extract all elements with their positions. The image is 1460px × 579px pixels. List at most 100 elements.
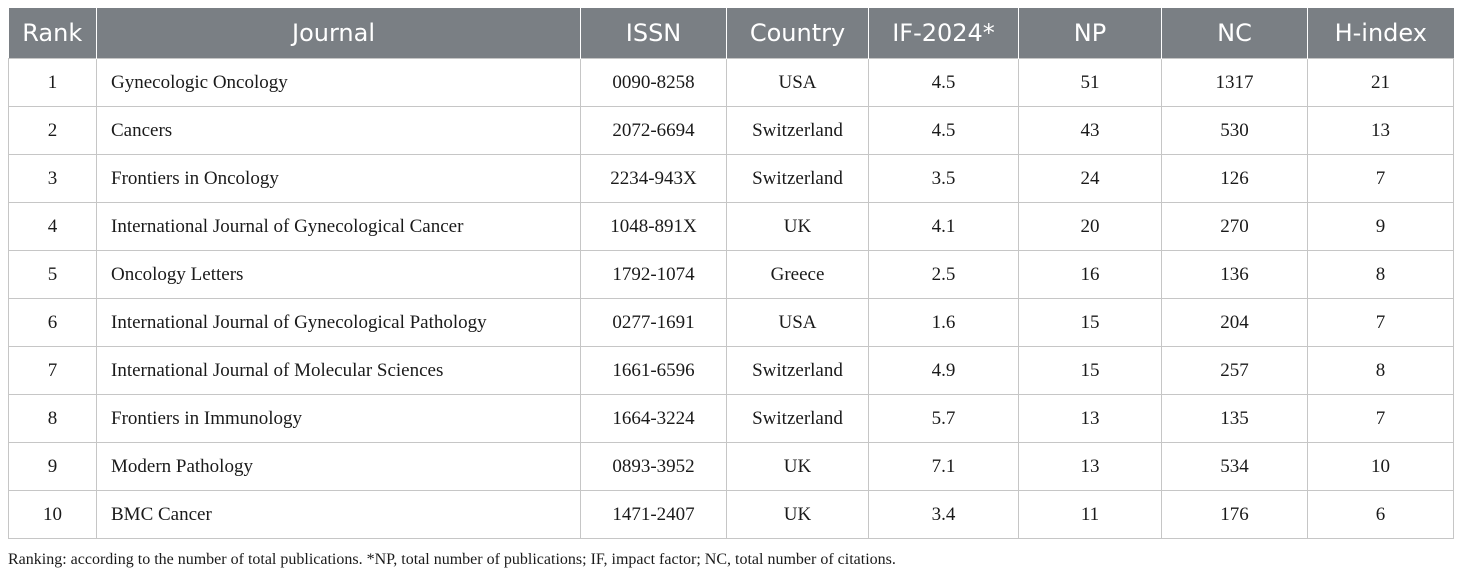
cell-h-index: 13 [1307,106,1454,155]
cell-np: 51 [1018,58,1162,107]
cell-issn: 0277-1691 [580,298,727,347]
cell-h-index: 21 [1307,58,1454,107]
header-nc: NC [1161,8,1308,59]
cell-np: 13 [1018,394,1162,443]
journal-table-container: Rank Journal ISSN Country IF-2024* NP NC… [8,8,1454,539]
cell-if: 2.5 [868,250,1019,299]
cell-journal: Gynecologic Oncology [96,58,581,107]
table-row: 9 Modern Pathology 0893-3952 UK 7.1 13 5… [8,442,1454,491]
cell-journal: Frontiers in Immunology [96,394,581,443]
table-footnote: Ranking: according to the number of tota… [8,551,896,568]
cell-nc: 257 [1161,346,1308,395]
cell-country: Switzerland [726,346,869,395]
cell-if: 4.9 [868,346,1019,395]
cell-nc: 135 [1161,394,1308,443]
cell-h-index: 8 [1307,250,1454,299]
table-row: 7 International Journal of Molecular Sci… [8,346,1454,395]
journal-table: Rank Journal ISSN Country IF-2024* NP NC… [8,8,1454,539]
cell-journal: Modern Pathology [96,442,581,491]
cell-issn: 1661-6596 [580,346,727,395]
cell-nc: 534 [1161,442,1308,491]
cell-country: UK [726,202,869,251]
cell-issn: 1048-891X [580,202,727,251]
cell-np: 11 [1018,490,1162,539]
cell-rank: 4 [8,202,97,251]
cell-country: Switzerland [726,106,869,155]
cell-np: 16 [1018,250,1162,299]
cell-h-index: 7 [1307,394,1454,443]
table-body: 1 Gynecologic Oncology 0090-8258 USA 4.5… [8,58,1454,539]
cell-if: 1.6 [868,298,1019,347]
cell-rank: 10 [8,490,97,539]
header-country: Country [726,8,869,59]
cell-rank: 2 [8,106,97,155]
table-row: 6 International Journal of Gynecological… [8,298,1454,347]
table-row: 1 Gynecologic Oncology 0090-8258 USA 4.5… [8,58,1454,107]
cell-nc: 530 [1161,106,1308,155]
cell-h-index: 9 [1307,202,1454,251]
header-h-index: H-index [1307,8,1454,59]
cell-nc: 176 [1161,490,1308,539]
header-issn: ISSN [580,8,727,59]
cell-journal: International Journal of Gynecological C… [96,202,581,251]
cell-h-index: 7 [1307,154,1454,203]
cell-nc: 126 [1161,154,1308,203]
cell-country: UK [726,490,869,539]
header-rank: Rank [8,8,97,59]
cell-if: 3.5 [868,154,1019,203]
cell-np: 43 [1018,106,1162,155]
cell-np: 15 [1018,298,1162,347]
cell-if: 4.1 [868,202,1019,251]
cell-rank: 6 [8,298,97,347]
cell-issn: 0090-8258 [580,58,727,107]
cell-journal: BMC Cancer [96,490,581,539]
cell-country: UK [726,442,869,491]
cell-journal: Cancers [96,106,581,155]
cell-if: 7.1 [868,442,1019,491]
cell-h-index: 10 [1307,442,1454,491]
cell-np: 20 [1018,202,1162,251]
cell-country: USA [726,58,869,107]
cell-country: Switzerland [726,394,869,443]
cell-rank: 3 [8,154,97,203]
cell-h-index: 8 [1307,346,1454,395]
cell-issn: 1471-2407 [580,490,727,539]
header-np: NP [1018,8,1162,59]
cell-if: 4.5 [868,58,1019,107]
cell-journal: Frontiers in Oncology [96,154,581,203]
cell-issn: 1664-3224 [580,394,727,443]
table-row: 5 Oncology Letters 1792-1074 Greece 2.5 … [8,250,1454,299]
cell-journal: Oncology Letters [96,250,581,299]
cell-nc: 1317 [1161,58,1308,107]
table-row: 3 Frontiers in Oncology 2234-943X Switze… [8,154,1454,203]
cell-country: Switzerland [726,154,869,203]
cell-issn: 2234-943X [580,154,727,203]
cell-h-index: 7 [1307,298,1454,347]
cell-np: 24 [1018,154,1162,203]
cell-nc: 270 [1161,202,1308,251]
cell-np: 13 [1018,442,1162,491]
cell-country: Greece [726,250,869,299]
cell-nc: 136 [1161,250,1308,299]
cell-rank: 1 [8,58,97,107]
cell-if: 4.5 [868,106,1019,155]
cell-rank: 8 [8,394,97,443]
cell-journal: International Journal of Molecular Scien… [96,346,581,395]
cell-issn: 1792-1074 [580,250,727,299]
cell-nc: 204 [1161,298,1308,347]
cell-rank: 9 [8,442,97,491]
cell-rank: 5 [8,250,97,299]
cell-country: USA [726,298,869,347]
cell-if: 5.7 [868,394,1019,443]
cell-rank: 7 [8,346,97,395]
cell-if: 3.4 [868,490,1019,539]
cell-issn: 2072-6694 [580,106,727,155]
table-row: 4 International Journal of Gynecological… [8,202,1454,251]
header-journal: Journal [96,8,581,59]
header-if-2024: IF-2024* [868,8,1019,59]
table-row: 2 Cancers 2072-6694 Switzerland 4.5 43 5… [8,106,1454,155]
cell-journal: International Journal of Gynecological P… [96,298,581,347]
table-header-row: Rank Journal ISSN Country IF-2024* NP NC… [8,8,1454,59]
cell-issn: 0893-3952 [580,442,727,491]
cell-h-index: 6 [1307,490,1454,539]
